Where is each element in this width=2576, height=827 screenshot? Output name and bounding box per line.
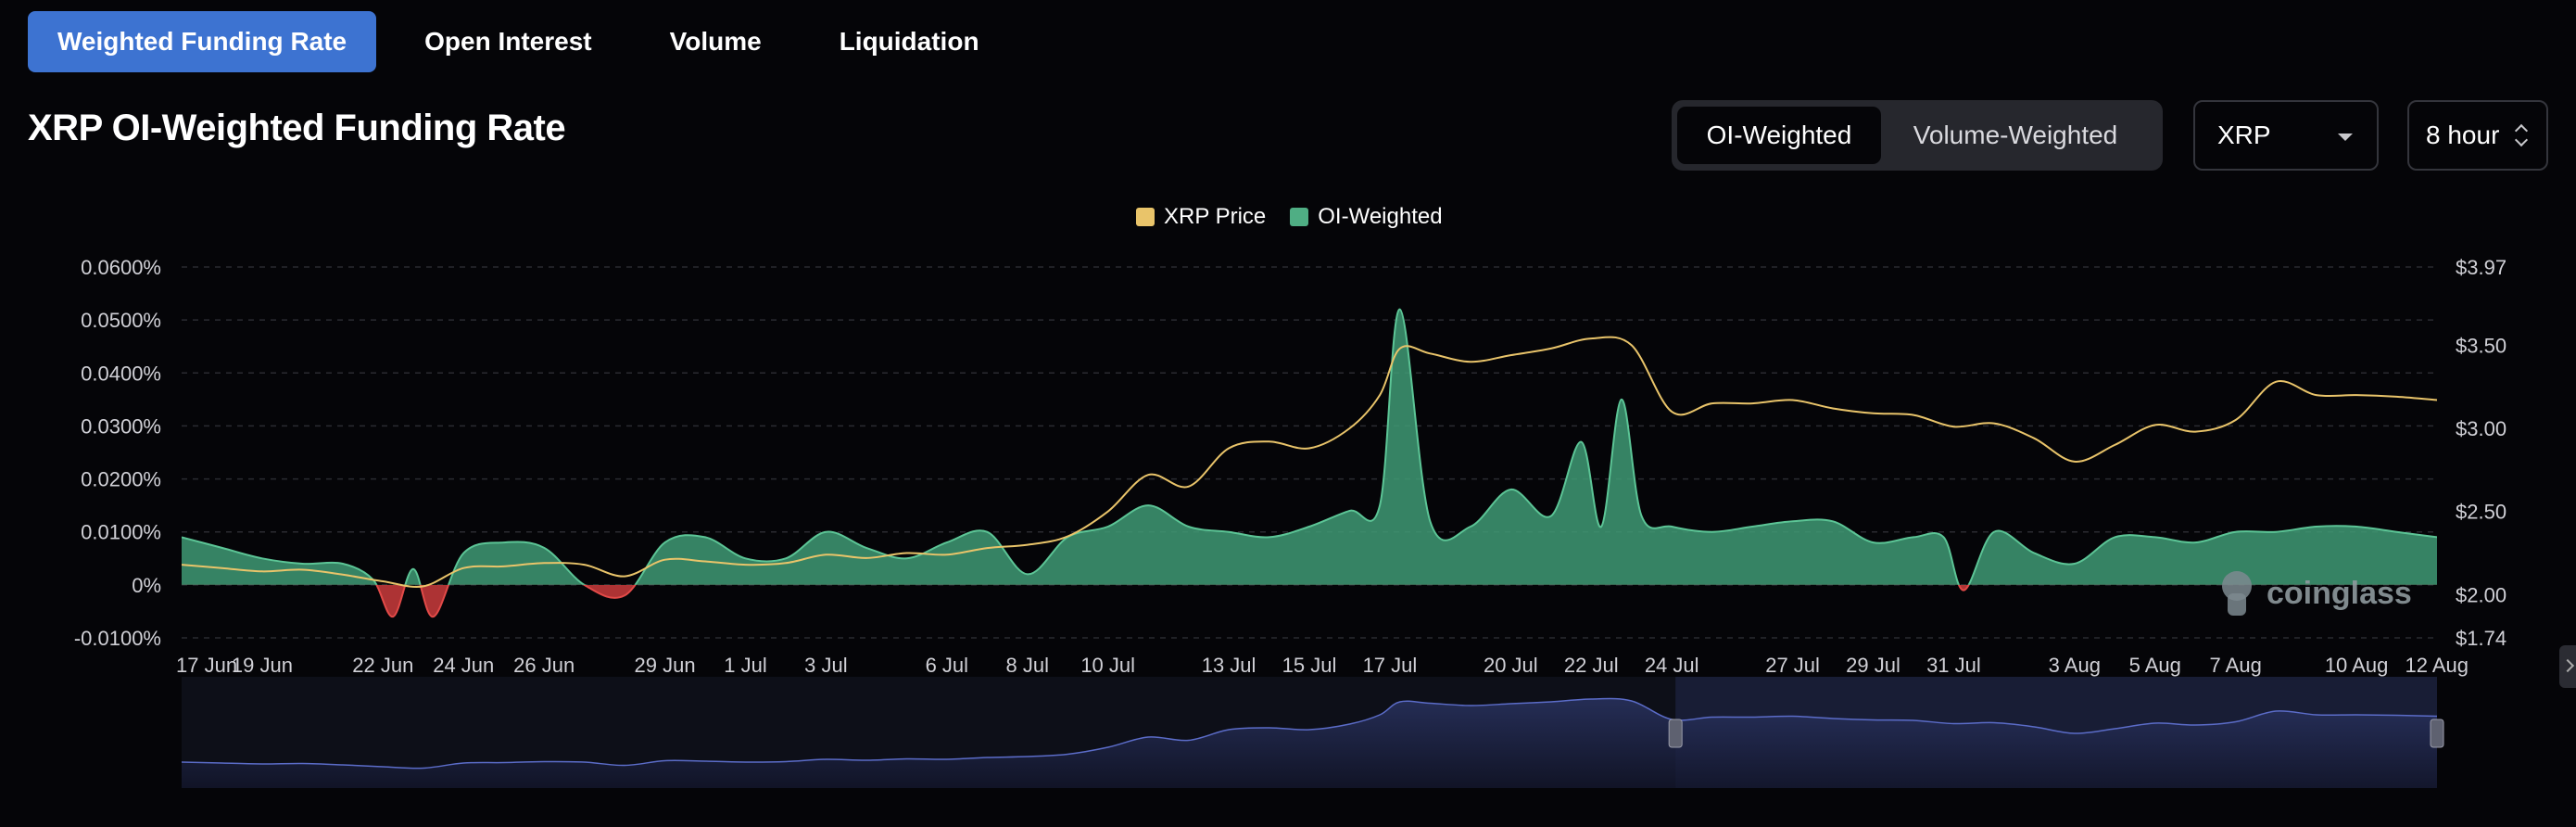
xrp-price-line bbox=[181, 336, 2438, 588]
x-tick-label: 17 Jun bbox=[176, 654, 237, 677]
y-left-tick-label: 0.0200% bbox=[81, 468, 161, 491]
x-tick-label: 26 Jun bbox=[513, 654, 575, 677]
x-tick-label: 5 Aug bbox=[2129, 654, 2181, 677]
y-left-tick-label: 0.0100% bbox=[81, 521, 161, 544]
x-tick-label: 1 Jul bbox=[724, 654, 766, 677]
coinglass-watermark: coinglass bbox=[2222, 571, 2412, 616]
oi-weighted-option[interactable]: OI-Weighted bbox=[1677, 107, 1881, 164]
x-tick-label: 19 Jun bbox=[232, 654, 293, 677]
x-tick-label: 29 Jul bbox=[1846, 654, 1900, 677]
x-tick-label: 24 Jun bbox=[433, 654, 494, 677]
tab-bar: Weighted Funding Rate Open Interest Volu… bbox=[28, 11, 1028, 72]
y-left-tick-label: 0.0500% bbox=[81, 309, 161, 332]
legend-label: XRP Price bbox=[1164, 204, 1267, 229]
oi-weighted-area-positive bbox=[182, 309, 2437, 585]
y-right-tick-label: $3.97 bbox=[2456, 256, 2507, 279]
x-tick-label: 13 Jul bbox=[1202, 654, 1256, 677]
coin-select[interactable]: XRP bbox=[2193, 100, 2379, 171]
navigator-area bbox=[182, 698, 2437, 788]
x-tick-label: 7 Aug bbox=[2210, 654, 2262, 677]
coinglass-logo-icon-body bbox=[2228, 593, 2246, 616]
navigator-line bbox=[181, 697, 2438, 770]
x-tick-label: 20 Jul bbox=[1484, 654, 1538, 677]
x-tick-label: 27 Jul bbox=[1765, 654, 1820, 677]
x-tick-label: 29 Jun bbox=[635, 654, 696, 677]
y-left-tick-label: 0.0600% bbox=[81, 256, 161, 279]
navigator-handle-left[interactable] bbox=[1668, 719, 1683, 748]
y-right-tick-label: $1.74 bbox=[2456, 627, 2507, 650]
side-panel-toggle[interactable] bbox=[2559, 645, 2576, 688]
x-tick-label: 8 Jul bbox=[1006, 654, 1049, 677]
x-tick-label: 6 Jul bbox=[926, 654, 968, 677]
chevron-down-icon bbox=[2338, 134, 2353, 141]
interval-select-value: 8 hour bbox=[2426, 121, 2500, 149]
x-tick-label: 22 Jun bbox=[352, 654, 413, 677]
coinglass-logo-icon bbox=[2222, 571, 2252, 601]
legend-item-xrp-price[interactable]: XRP Price bbox=[1136, 204, 1266, 230]
x-tick-label: 31 Jul bbox=[1926, 654, 1981, 677]
x-tick-label: 10 Aug bbox=[2325, 654, 2389, 677]
tab-volume[interactable]: Volume bbox=[669, 27, 762, 56]
tab-weighted-funding-rate[interactable]: Weighted Funding Rate bbox=[28, 11, 377, 72]
volume-weighted-option[interactable]: Volume-Weighted bbox=[1913, 121, 2118, 149]
x-tick-label: 3 Jul bbox=[804, 654, 847, 677]
watermark-text: coinglass bbox=[2267, 576, 2412, 611]
page-title: XRP OI-Weighted Funding Rate bbox=[28, 108, 566, 148]
interval-select[interactable]: 8 hour bbox=[2407, 100, 2548, 171]
x-tick-label: 10 Jul bbox=[1080, 654, 1135, 677]
legend-swatch bbox=[1136, 208, 1155, 226]
x-tick-label: 17 Jul bbox=[1363, 654, 1418, 677]
x-tick-label: 15 Jul bbox=[1282, 654, 1337, 677]
y-right-tick-label: $3.00 bbox=[2456, 417, 2507, 440]
tab-open-interest[interactable]: Open Interest bbox=[424, 27, 592, 56]
legend-swatch bbox=[1290, 208, 1309, 226]
oi-weighted-line bbox=[182, 308, 2437, 585]
y-right-tick-label: $2.00 bbox=[2456, 583, 2507, 606]
coin-select-value: XRP bbox=[2217, 121, 2271, 149]
chart-legend: XRP Price OI-Weighted bbox=[1136, 204, 1467, 230]
x-tick-label: 24 Jul bbox=[1645, 654, 1699, 677]
y-right-tick-label: $3.50 bbox=[2456, 334, 2507, 357]
x-tick-label: 22 Jul bbox=[1564, 654, 1619, 677]
legend-label: OI-Weighted bbox=[1318, 204, 1443, 229]
tab-liquidation[interactable]: Liquidation bbox=[839, 27, 979, 56]
x-tick-label: 3 Aug bbox=[2049, 654, 2101, 677]
y-left-tick-label: -0.0100% bbox=[74, 627, 161, 650]
x-tick-label: 12 Aug bbox=[2405, 654, 2469, 677]
navigator-handle-right[interactable] bbox=[2430, 719, 2444, 748]
legend-item-oi-weighted[interactable]: OI-Weighted bbox=[1290, 204, 1443, 230]
y-left-tick-label: 0.0400% bbox=[81, 362, 161, 385]
y-left-tick-label: 0.0300% bbox=[81, 414, 161, 438]
y-right-tick-label: $2.50 bbox=[2456, 501, 2507, 524]
y-left-tick-label: 0% bbox=[132, 574, 161, 597]
weighting-toggle: OI-Weighted Volume-Weighted bbox=[1672, 100, 2163, 171]
